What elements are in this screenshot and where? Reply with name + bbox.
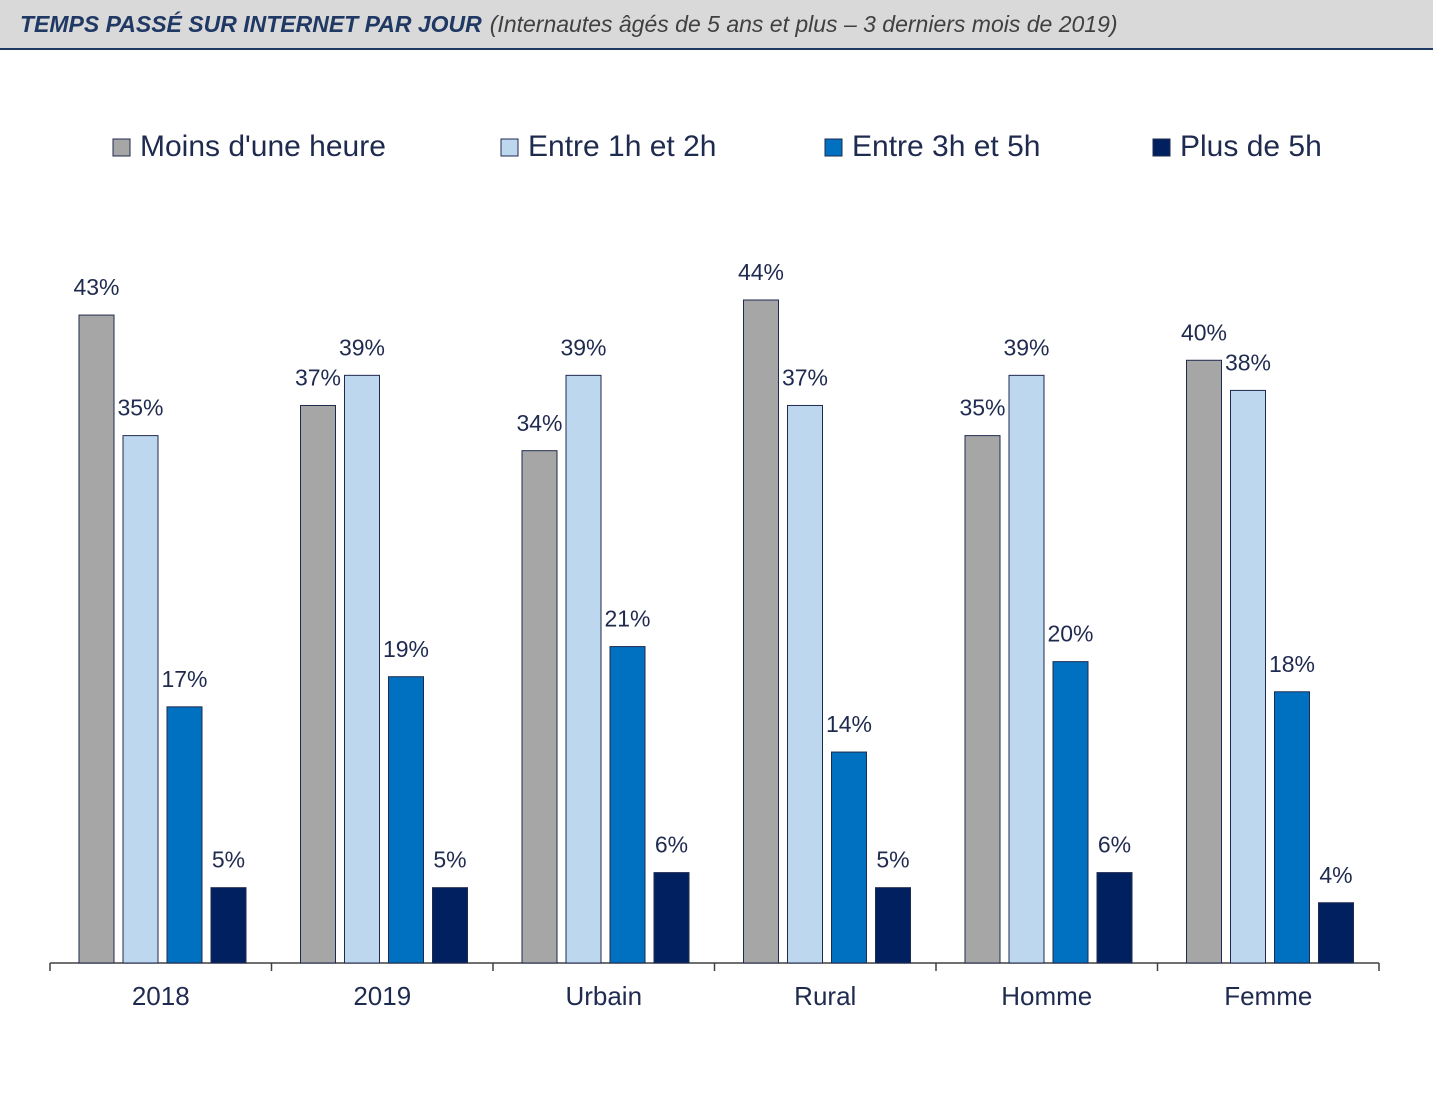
data-label: 35%: [959, 395, 1005, 421]
bar: [1274, 691, 1310, 964]
legend-label: Plus de 5h: [1180, 130, 1322, 163]
bar: [388, 676, 424, 964]
data-label: 44%: [738, 259, 784, 285]
x-tick-label: 2019: [353, 981, 411, 1011]
bar: [1052, 661, 1089, 964]
bar: [565, 374, 602, 964]
data-label: 6%: [655, 832, 688, 858]
bar: [653, 872, 690, 964]
bar: [875, 887, 911, 964]
chart-subtitle: (Internautes âgés de 5 ans et plus – 3 d…: [489, 10, 1118, 37]
data-label: 18%: [1269, 651, 1315, 677]
bar: [1186, 359, 1222, 964]
bar: [344, 374, 380, 964]
bar: [122, 435, 159, 964]
x-tick-label: Femme: [1224, 981, 1312, 1011]
bar: [521, 450, 558, 964]
data-label: 5%: [433, 847, 466, 873]
legend-swatch: [824, 138, 843, 157]
bar: [1008, 374, 1045, 964]
data-label: 39%: [339, 334, 385, 360]
x-tick-label: Homme: [1001, 981, 1092, 1011]
bar: [964, 435, 1001, 964]
bar: [787, 404, 823, 964]
data-label: 37%: [295, 365, 341, 391]
data-label: 40%: [1181, 319, 1227, 345]
legend-swatch: [1152, 138, 1171, 157]
x-tick-label: Urbain: [565, 981, 642, 1011]
bar: [831, 751, 867, 964]
data-label: 4%: [1319, 862, 1352, 888]
header: TEMPS PASSÉ SUR INTERNET PAR JOUR (Inter…: [0, 0, 1433, 50]
bar: [1096, 872, 1133, 964]
data-label: 19%: [383, 636, 429, 662]
bar: [1230, 389, 1266, 964]
chart-title: TEMPS PASSÉ SUR INTERNET PAR JOUR: [20, 10, 482, 37]
data-label: 14%: [826, 711, 872, 737]
bar: [1318, 902, 1354, 964]
data-label: 21%: [604, 606, 650, 632]
data-label: 6%: [1098, 832, 1131, 858]
bar: [743, 299, 779, 964]
data-label: 35%: [117, 395, 163, 421]
bar: [210, 887, 247, 964]
bar: [166, 706, 203, 964]
data-label: 38%: [1225, 349, 1271, 375]
data-label: 34%: [516, 410, 562, 436]
bar: [432, 887, 468, 964]
legend-swatch: [112, 138, 131, 157]
x-tick-label: 2018: [132, 981, 190, 1011]
data-label: 5%: [876, 847, 909, 873]
legend-label: Moins d'une heure: [140, 130, 386, 163]
legend-swatch: [500, 138, 519, 157]
data-label: 39%: [1003, 334, 1049, 360]
legend-label: Entre 1h et 2h: [528, 130, 716, 163]
bar: [300, 404, 336, 964]
data-label: 37%: [782, 365, 828, 391]
bar: [609, 646, 646, 964]
data-label: 43%: [73, 274, 119, 300]
x-tick-label: Rural: [794, 981, 856, 1011]
legend-label: Entre 3h et 5h: [852, 130, 1040, 163]
data-label: 17%: [161, 666, 207, 692]
data-label: 5%: [212, 847, 245, 873]
data-label: 20%: [1047, 621, 1093, 647]
bar: [78, 314, 115, 964]
data-label: 39%: [560, 334, 606, 360]
